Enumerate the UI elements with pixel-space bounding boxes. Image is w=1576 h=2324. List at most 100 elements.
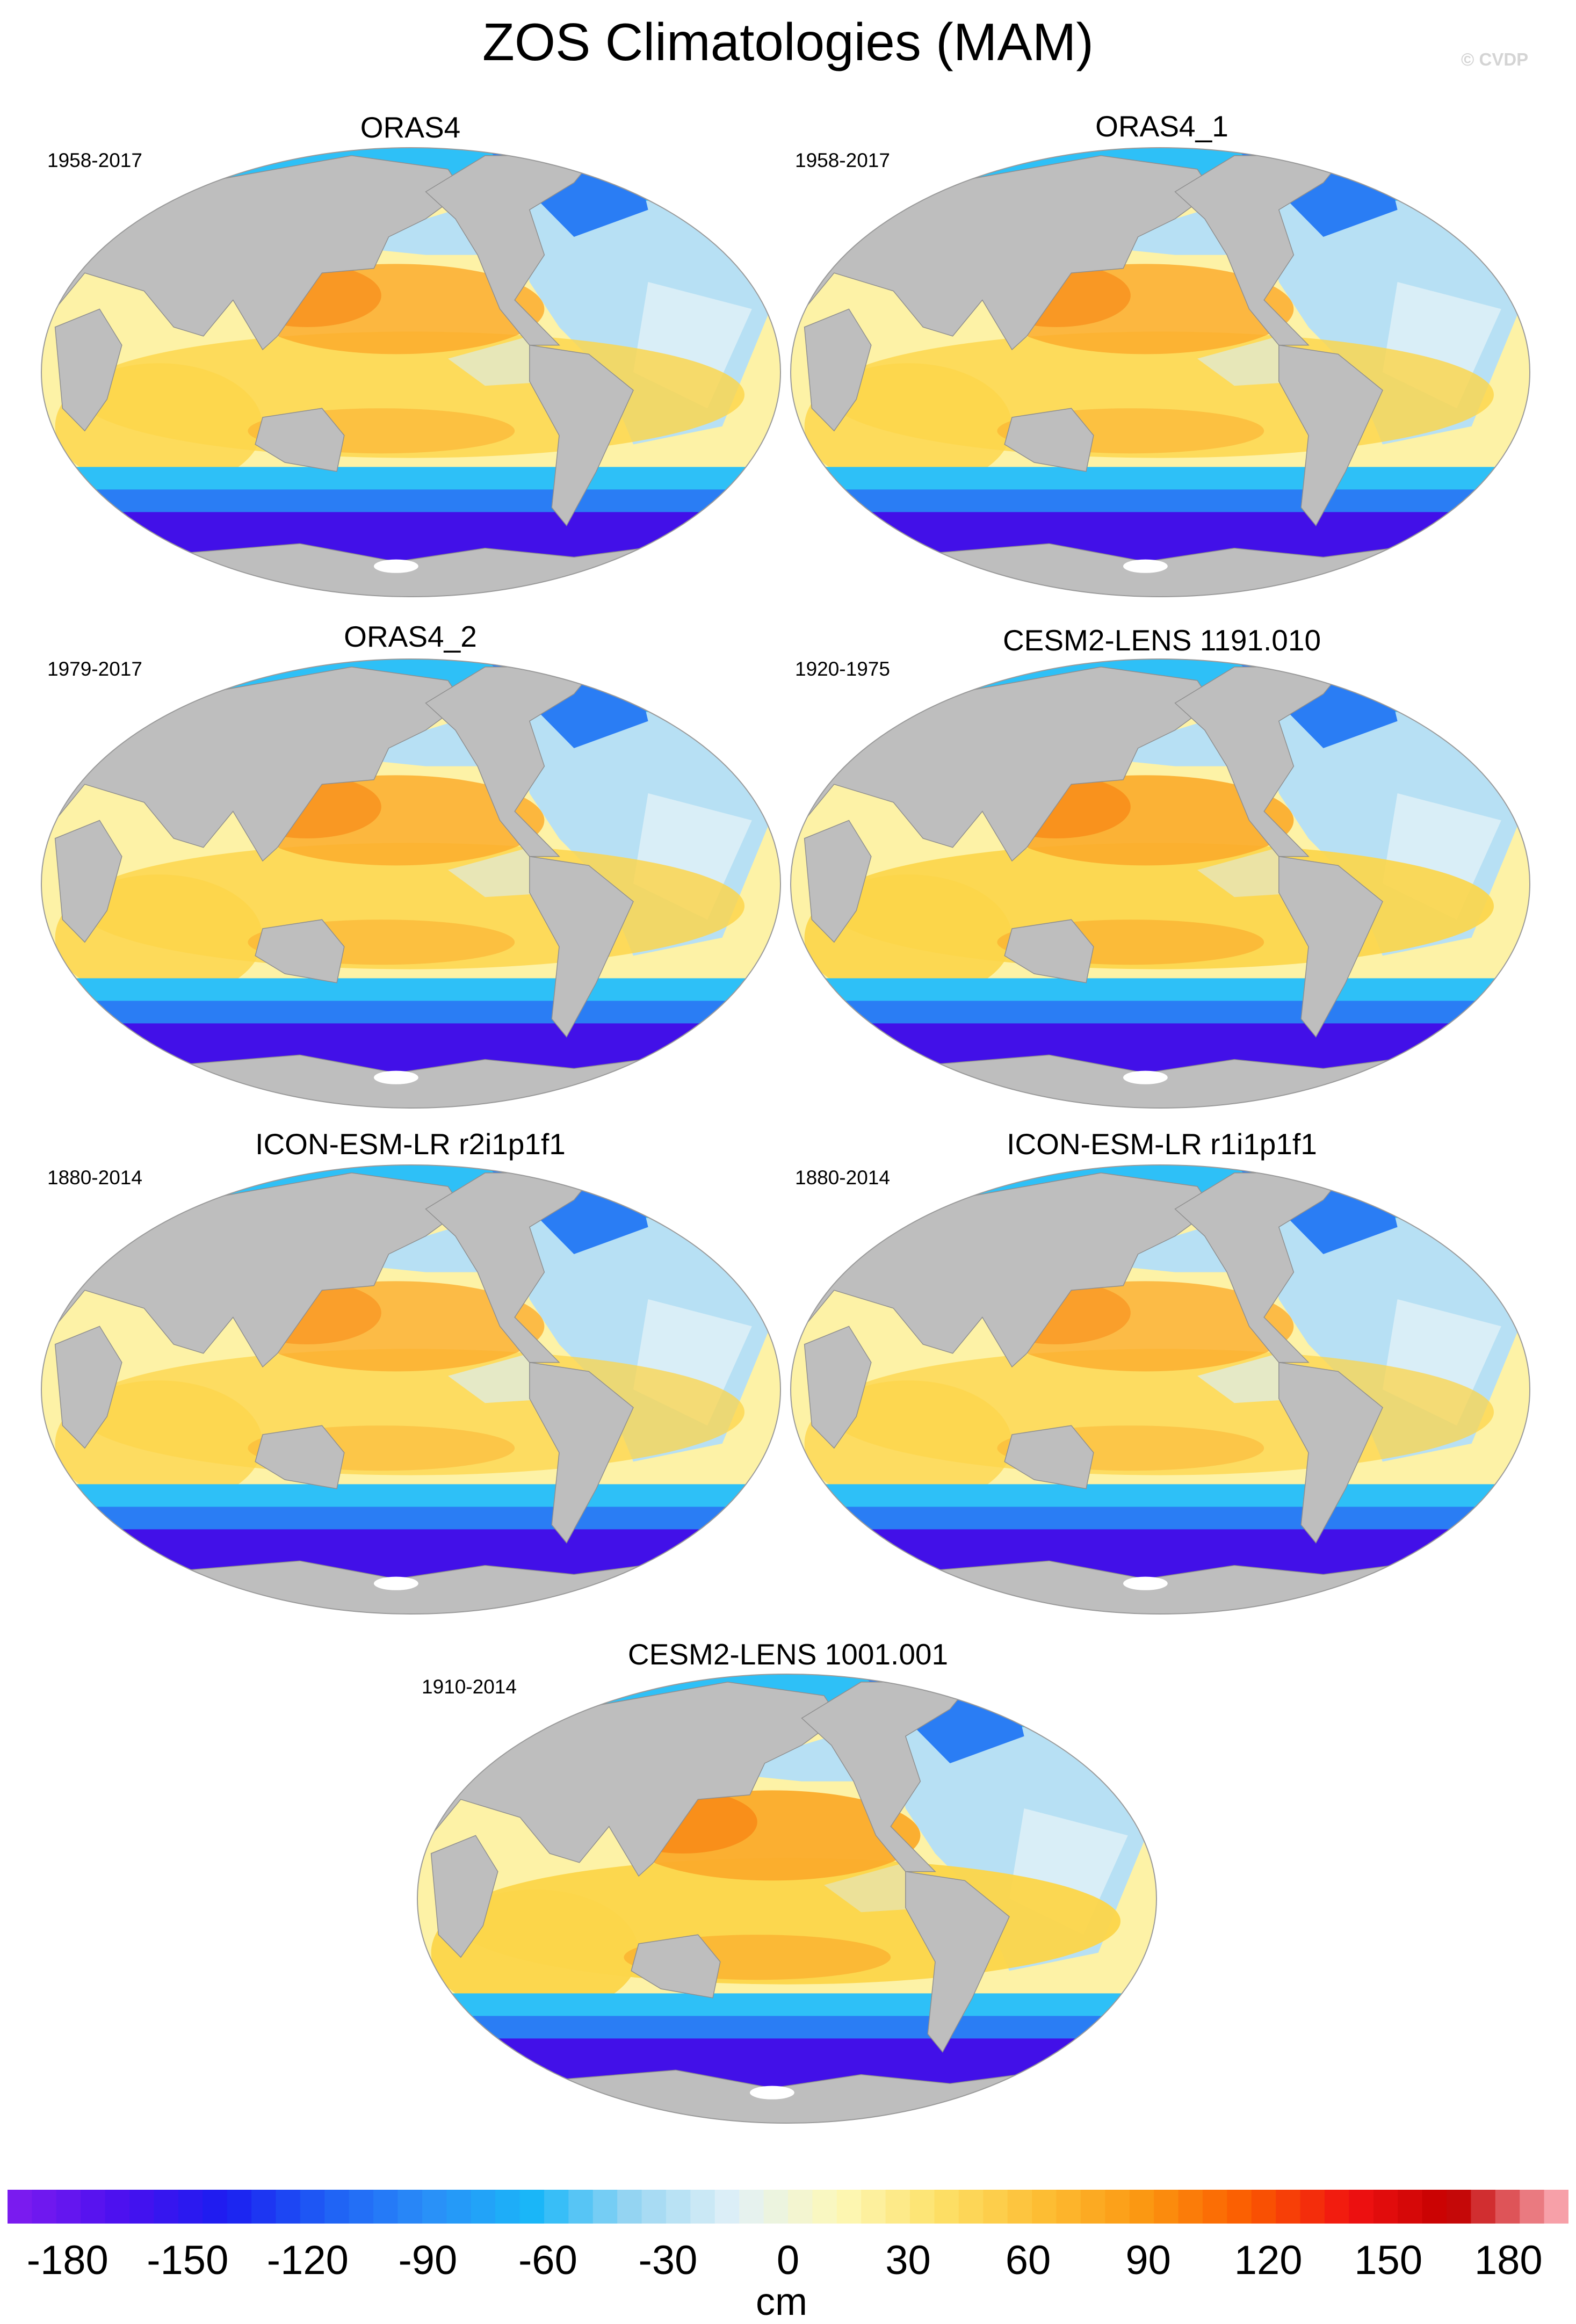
colorbar-swatch <box>1324 2190 1349 2224</box>
colorbar-swatch <box>324 2190 350 2224</box>
colorbar <box>8 2190 1568 2224</box>
land-africa <box>804 820 872 943</box>
colorbar-swatch <box>1495 2190 1520 2224</box>
colorbar-swatch <box>714 2190 740 2224</box>
land-africa <box>804 1326 872 1449</box>
colorbar-tick-label: 90 <box>1125 2238 1171 2283</box>
colorbar-svg <box>8 2190 1568 2224</box>
colorbar-swatch <box>300 2190 325 2224</box>
land-australia <box>255 919 345 983</box>
colorbar-swatch <box>1422 2190 1447 2224</box>
colorbar-swatch <box>958 2190 984 2224</box>
map-field <box>41 1165 780 1614</box>
colorbar-swatch <box>349 2190 374 2224</box>
colorbar-swatch <box>105 2190 130 2224</box>
map-border <box>41 147 781 597</box>
map-field <box>417 1674 1156 2123</box>
main-title: ZOS Climatologies (MAM) <box>482 12 1094 71</box>
zos-map-6 <box>790 1164 1530 1615</box>
map-field <box>41 659 780 1108</box>
colorbar-swatch <box>1080 2190 1105 2224</box>
colorbar-tick-label: -60 <box>518 2238 577 2283</box>
colorbar-swatch <box>1202 2190 1227 2224</box>
colorbar-swatch <box>1129 2190 1154 2224</box>
colorbar-swatch <box>1544 2190 1568 2224</box>
colorbar-swatch <box>568 2190 594 2224</box>
colorbar-tick-label: 0 <box>776 2238 800 2283</box>
colorbar-swatch <box>1446 2190 1471 2224</box>
panel-title-7: CESM2-LENS 1001.001 <box>627 1638 949 1671</box>
colorbar-swatch <box>276 2190 301 2224</box>
colorbar-tick-label: -120 <box>266 2238 349 2283</box>
colorbar-swatch <box>666 2190 691 2224</box>
colorbar-tick-label: -150 <box>147 2238 229 2283</box>
land-australia <box>1004 1425 1094 1489</box>
zos-map-3 <box>41 658 781 1109</box>
land-samerica <box>905 1871 1010 2053</box>
panel-title-2: ORAS4_1 <box>1095 110 1228 143</box>
map-border <box>790 147 1530 597</box>
colorbar-swatch <box>934 2190 959 2224</box>
colorbar-swatch <box>861 2190 886 2224</box>
land-samerica <box>529 344 634 526</box>
colorbar-tick-label: 180 <box>1474 2238 1543 2283</box>
map-field <box>791 659 1530 1108</box>
colorbar-swatch <box>1520 2190 1545 2224</box>
map-border <box>417 1674 1157 2124</box>
colorbar-swatch <box>8 2190 33 2224</box>
panel-years-4: 1920-1975 <box>795 658 890 680</box>
colorbar-swatch <box>1300 2190 1325 2224</box>
zos-map-7 <box>417 1674 1157 2124</box>
colorbar-swatch <box>373 2190 399 2224</box>
land-australia <box>255 1425 345 1489</box>
land-europe <box>1478 173 1530 284</box>
colorbar-swatch <box>1105 2190 1130 2224</box>
land-europe <box>1105 1699 1156 1810</box>
colorbar-swatch <box>1398 2190 1423 2224</box>
colorbar-swatch <box>1056 2190 1081 2224</box>
colorbar-swatch <box>1276 2190 1301 2224</box>
colorbar-tick-label: 120 <box>1234 2238 1303 2283</box>
colorbar-swatch <box>885 2190 910 2224</box>
colorbar-swatch <box>812 2190 837 2224</box>
colorbar-swatch <box>251 2190 277 2224</box>
zos-map-1 <box>41 147 781 597</box>
colorbar-swatch <box>81 2190 106 2224</box>
colorbar-swatch <box>641 2190 667 2224</box>
map-field <box>791 1165 1530 1614</box>
colorbar-swatch <box>763 2190 789 2224</box>
land-europe <box>729 1190 780 1301</box>
colorbar-swatch <box>519 2190 545 2224</box>
colorbar-tick-label: 30 <box>885 2238 931 2283</box>
zos-map-5 <box>41 1164 781 1615</box>
cvdp-credit: © CVDP <box>1461 49 1529 69</box>
colorbar-tick-label: -30 <box>638 2238 698 2283</box>
colorbar-swatch <box>471 2190 496 2224</box>
map-field <box>41 148 780 597</box>
panel-years-5: 1880-2014 <box>47 1167 142 1189</box>
zos-map-2 <box>790 147 1530 597</box>
colorbar-swatch <box>32 2190 57 2224</box>
land-europe <box>1478 1190 1530 1301</box>
colorbar-swatch <box>1471 2190 1496 2224</box>
land-samerica <box>529 1362 634 1544</box>
colorbar-swatch <box>1373 2190 1398 2224</box>
panel-years-7: 1910-2014 <box>422 1676 517 1698</box>
land-australia <box>1004 919 1094 983</box>
colorbar-swatch <box>203 2190 228 2224</box>
colorbar-swatch <box>178 2190 203 2224</box>
land-europe <box>1478 684 1530 795</box>
map-field <box>791 148 1530 597</box>
colorbar-swatch <box>836 2190 862 2224</box>
panel-years-2: 1958-2017 <box>795 149 890 171</box>
colorbar-tick-label: 150 <box>1354 2238 1423 2283</box>
land-africa <box>54 308 122 432</box>
colorbar-swatch <box>1178 2190 1203 2224</box>
land-australia <box>1004 408 1094 472</box>
map-border <box>41 1164 781 1615</box>
land-samerica <box>1278 1362 1383 1544</box>
colorbar-swatch <box>56 2190 81 2224</box>
panel-title-4: CESM2-LENS 1191.010 <box>1002 624 1321 657</box>
colorbar-swatch <box>227 2190 252 2224</box>
colorbar-swatch <box>397 2190 423 2224</box>
